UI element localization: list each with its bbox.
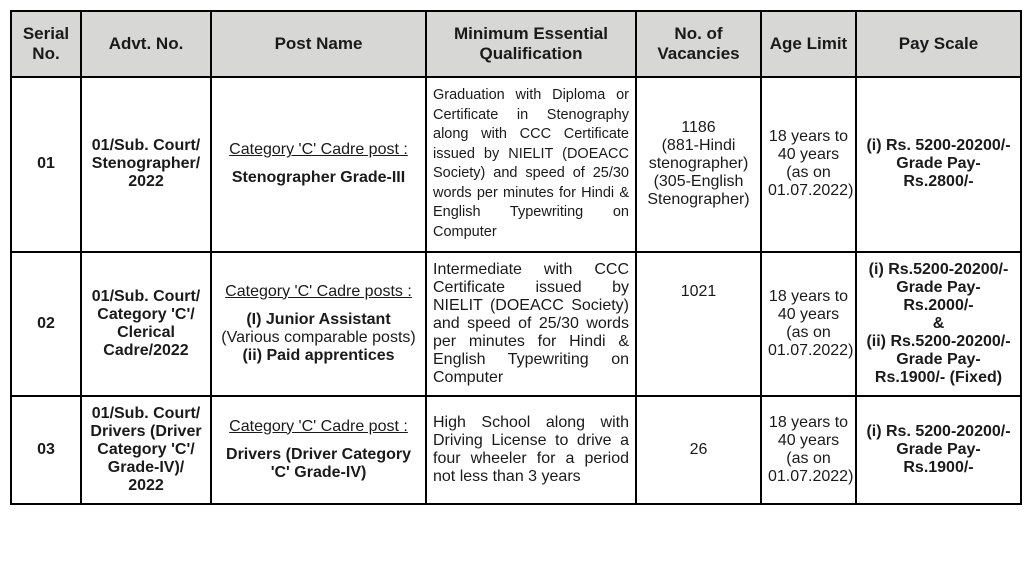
cell-age: 18 years to 40 years (as on 01.07.2022) [761, 252, 856, 396]
post-line1: (I) Junior Assistant (Various comparable… [218, 311, 419, 347]
col-header-vac: No. of Vacancies [636, 11, 761, 77]
header-row: Serial No. Advt. No. Post Name Minimum E… [11, 11, 1021, 77]
cell-post: Category 'C' Cadre posts : (I) Junior As… [211, 252, 426, 396]
post-body: Drivers (Driver Category 'C' Grade-IV) [218, 446, 419, 482]
cell-advt: 01/Sub. Court/ Drivers (Driver Category … [81, 396, 211, 504]
post-heading: Category 'C' Cadre post : [218, 141, 419, 159]
vac-main: 1186 [643, 119, 754, 137]
cell-serial: 02 [11, 252, 81, 396]
posts-table: Serial No. Advt. No. Post Name Minimum E… [10, 10, 1022, 505]
cell-post: Category 'C' Cadre post : Stenographer G… [211, 77, 426, 252]
post-heading: Category 'C' Cadre post : [218, 418, 419, 436]
pay-line2: (ii) Rs.5200-20200/- Grade Pay- Rs.1900/… [863, 333, 1014, 387]
cell-vac: 1021 [636, 252, 761, 396]
post-line2: (ii) Paid apprentices [218, 347, 419, 365]
cell-pay: (i) Rs.5200-20200/- Grade Pay- Rs.2000/-… [856, 252, 1021, 396]
cell-serial: 01 [11, 77, 81, 252]
col-header-advt: Advt. No. [81, 11, 211, 77]
table-row: 01 01/Sub. Court/ Stenographer/ 2022 Cat… [11, 77, 1021, 252]
cell-qual: Graduation with Diploma or Certificate i… [426, 77, 636, 252]
cell-vac: 26 [636, 396, 761, 504]
cell-qual: Intermediate with CCC Certificate issued… [426, 252, 636, 396]
cell-pay: (i) Rs. 5200-20200/- Grade Pay- Rs.2800/… [856, 77, 1021, 252]
post-body: Stenographer Grade-III [218, 169, 419, 187]
cell-pay: (i) Rs. 5200-20200/- Grade Pay- Rs.1900/… [856, 396, 1021, 504]
cell-serial: 03 [11, 396, 81, 504]
cell-vac: 1186 (881-Hindi stenographer) (305-Engli… [636, 77, 761, 252]
cell-advt: 01/Sub. Court/ Category 'C'/ Clerical Ca… [81, 252, 211, 396]
post-line1a: (I) Junior Assistant [246, 311, 390, 328]
col-header-post: Post Name [211, 11, 426, 77]
cell-qual: High School along with Driving License t… [426, 396, 636, 504]
cell-age: 18 years to 40 years (as on 01.07.2022) [761, 396, 856, 504]
cell-advt: 01/Sub. Court/ Stenographer/ 2022 [81, 77, 211, 252]
col-header-pay: Pay Scale [856, 11, 1021, 77]
pay-amp: & [863, 315, 1014, 333]
post-line1b: (Various comparable posts) [221, 329, 415, 346]
col-header-age: Age Limit [761, 11, 856, 77]
post-heading: Category 'C' Cadre posts : [218, 283, 419, 301]
cell-post: Category 'C' Cadre post : Drivers (Drive… [211, 396, 426, 504]
cell-age: 18 years to 40 years (as on 01.07.2022) [761, 77, 856, 252]
table-row: 03 01/Sub. Court/ Drivers (Driver Catego… [11, 396, 1021, 504]
table-row: 02 01/Sub. Court/ Category 'C'/ Clerical… [11, 252, 1021, 396]
pay-line1: (i) Rs.5200-20200/- Grade Pay- Rs.2000/- [863, 261, 1014, 315]
col-header-qual: Minimum Essential Qualification [426, 11, 636, 77]
col-header-serial: Serial No. [11, 11, 81, 77]
vac-detail: (881-Hindi stenographer) (305-English St… [643, 137, 754, 209]
